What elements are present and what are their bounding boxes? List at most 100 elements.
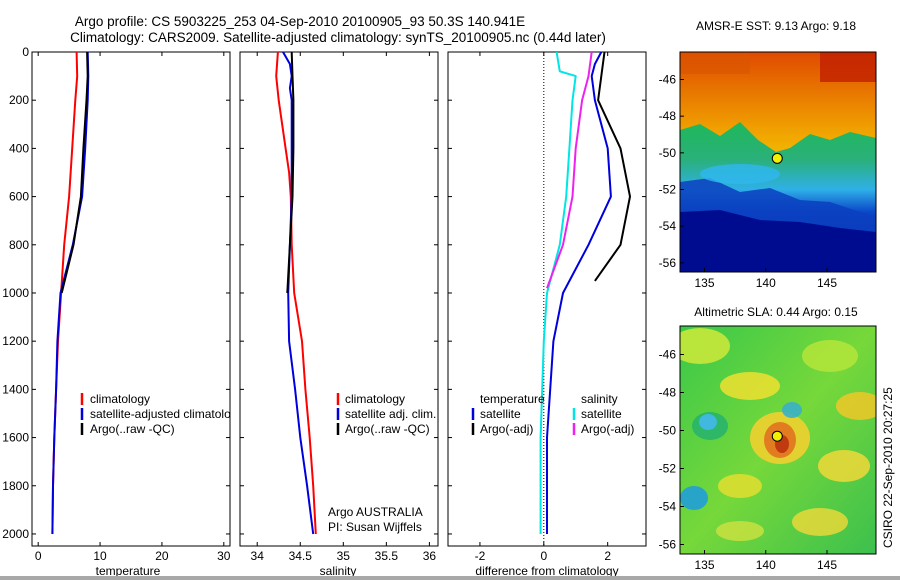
map-x-tick-label: 145 [817,276,837,290]
y-tick-label: 2000 [2,527,29,541]
y-tick-label: 1000 [2,286,29,300]
sst-coldest [680,210,876,272]
sla-patch [792,508,848,536]
series-line-climatology [275,51,317,535]
legend-clip: satellite-adjusted climatology [90,407,243,421]
series-line-argo-raw-qc- [286,51,295,294]
sst-map-title: AMSR-E SST: 9.13 Argo: 9.18 [696,19,856,33]
x-tick-label: 34.5 [289,549,313,563]
salinity-xlabel: salinity [320,564,357,578]
map-y-tick-label: -50 [659,424,677,438]
legend-label-satellite: satellite-adjusted climatology [90,407,243,421]
legend-label-temp-satellite: satellite [480,407,521,421]
window-bottom-strip [0,576,900,580]
x-tick-label: 0 [540,549,547,563]
temperature-legend: climatology satellite-adjusted climatolo… [80,392,243,436]
legend-label-climatology: climatology [90,392,150,406]
credit-label: Argo AUSTRALIA [328,505,423,519]
legend-label-climatology: climatology [345,392,405,406]
difference-legend: temperature satellite Argo(-adj) salinit… [471,392,634,436]
map-y-tick-label: -54 [659,500,677,514]
y-tick-label: 600 [9,190,29,204]
y-tick-label: 200 [9,93,29,107]
temperature-xlabel: temperature [96,564,161,578]
map-y-tick-label: -50 [659,146,677,160]
map-y-tick-label: -48 [659,386,677,400]
timestamp-stamp: CSIRO 22-Sep-2010 20:27:25 [881,387,895,548]
sla-patch [720,372,780,400]
x-tick-label: 36 [423,549,437,563]
map-y-tick-label: -56 [659,256,677,270]
sla-map-panel: Altimetric SLA: 0.44 Argo: 0.15 135 140 14… [659,305,877,572]
y-tick-label: 1800 [2,479,29,493]
legend-label-argo: Argo(..raw -QC) [345,422,430,436]
figure-title-2: Climatology: CARS2009. Satellite-adjuste… [70,30,606,45]
x-tick-label: 10 [93,549,107,563]
series-line-temperature-argo-adj- [594,51,631,282]
x-tick-label: 35.5 [375,549,399,563]
y-tick-label: 0 [22,45,29,59]
legend-label-argo: Argo(..raw -QC) [90,422,175,436]
x-tick-label: 34 [251,549,265,563]
map-y-tick-label: -52 [659,183,677,197]
x-tick-label: -2 [475,549,486,563]
temperature-panel: 0 10 20 30 0 200 400 600 800 1000 1200 1400 1600 180… [2,45,243,578]
sst-map-panel: AMSR-E SST: 9.13 Argo: 9.18 [659,19,877,290]
sla-patch [782,402,802,418]
sla-patch [802,340,858,372]
sla-patch [718,474,762,498]
sst-hot-patch [820,52,876,82]
legend-label-satellite: satellite adj. clim. [345,407,436,421]
sla-patch [818,450,870,482]
sla-map-title: Altimetric SLA: 0.44 Argo: 0.15 [694,305,858,319]
map-x-tick-label: 145 [817,558,837,572]
figure-title-1: Argo profile: CS 5903225_253 04-Sep-2010… [75,14,525,29]
map-y-tick-label: -48 [659,109,677,123]
series-line-temperature-satellite [546,51,612,534]
legend-label-temp-argo: Argo(-adj) [480,422,533,436]
legend-label-sal-argo: Argo(-adj) [581,422,634,436]
y-tick-label: 400 [9,141,29,155]
sst-map-frame [679,51,877,273]
sst-cyan-band [700,164,780,184]
difference-panel: -2 0 2 difference from climatology tempera… [447,51,647,578]
sla-patch [699,414,717,430]
sla-map-frame [679,325,877,555]
x-tick-label: 2 [604,549,611,563]
series-line-salinity-satellite [539,51,577,534]
map-y-tick-label: -54 [659,219,677,233]
temperature-axes [31,51,231,547]
x-tick-label: 20 [155,549,169,563]
map-x-tick-label: 140 [756,276,776,290]
x-tick-label: 0 [35,549,42,563]
y-tick-label: 1400 [2,382,29,396]
sla-patch [716,521,764,541]
salinity-axes [239,51,439,547]
series-line-salinity-argo-adj- [546,51,593,289]
x-tick-label: 30 [217,549,231,563]
x-tick-label: 35 [337,549,351,563]
map-y-tick-label: -46 [659,348,677,362]
sla-patch [680,328,730,364]
y-tick-label: 1200 [2,334,29,348]
float-location-marker [771,152,783,164]
difference-xlabel: difference from climatology [475,564,618,578]
map-x-tick-label: 135 [694,276,714,290]
pi-label: PI: Susan Wijffels [328,520,422,534]
y-tick-label: 800 [9,238,29,252]
map-x-tick-label: 140 [756,558,776,572]
legend-label-sal-satellite: satellite [581,407,622,421]
sla-map-plot [680,326,876,554]
sla-patch [836,392,876,420]
map-y-tick-label: -56 [659,538,677,552]
series-line-argo-raw-qc- [60,51,89,294]
legend-title-salinity: salinity [581,392,618,406]
map-y-tick-label: -46 [659,73,677,87]
float-location-marker [771,430,783,442]
legend-title-temperature: temperature [480,392,545,406]
map-x-tick-label: 135 [694,558,714,572]
y-tick-label: 1600 [2,431,29,445]
map-y-tick-label: -52 [659,462,677,476]
salinity-panel: 34 34.5 35 35.5 36 salinity climatology sate… [239,51,439,578]
